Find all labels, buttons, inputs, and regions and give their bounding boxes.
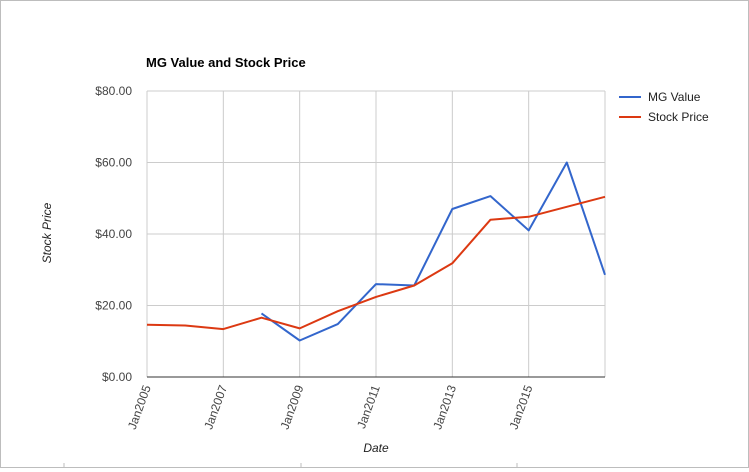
x-tick-label: Jan2015 [507, 383, 536, 431]
y-axis-label: Stock Price [40, 202, 54, 263]
series-line-stock-price [146, 195, 606, 331]
legend: MG Value Stock Price [619, 90, 709, 124]
series-line-mg-value [260, 161, 606, 342]
chart-title: MG Value and Stock Price [146, 55, 306, 70]
x-tick-label: Jan2005 [125, 383, 154, 431]
legend-label: MG Value [648, 90, 701, 104]
series-lines [146, 161, 606, 342]
y-tick-label: $0.00 [102, 370, 132, 384]
y-tick-label: $80.00 [95, 84, 132, 98]
x-tick-label: Jan2009 [278, 383, 307, 431]
legend-label: Stock Price [648, 110, 709, 124]
grid-lines [146, 90, 606, 377]
y-tick-label: $60.00 [95, 156, 132, 170]
x-axis-label: Date [363, 441, 389, 455]
y-tick-label: $40.00 [95, 227, 132, 241]
y-tick-label: $20.00 [95, 299, 132, 313]
x-tick-label: Jan2013 [430, 383, 459, 431]
x-tick-label: Jan2007 [201, 383, 230, 431]
axes: $0.00 $20.00 $40.00 $60.00 $80.00 Jan2005 Jan2… [63, 84, 605, 467]
x-tick-label: Jan2011 [354, 383, 383, 431]
